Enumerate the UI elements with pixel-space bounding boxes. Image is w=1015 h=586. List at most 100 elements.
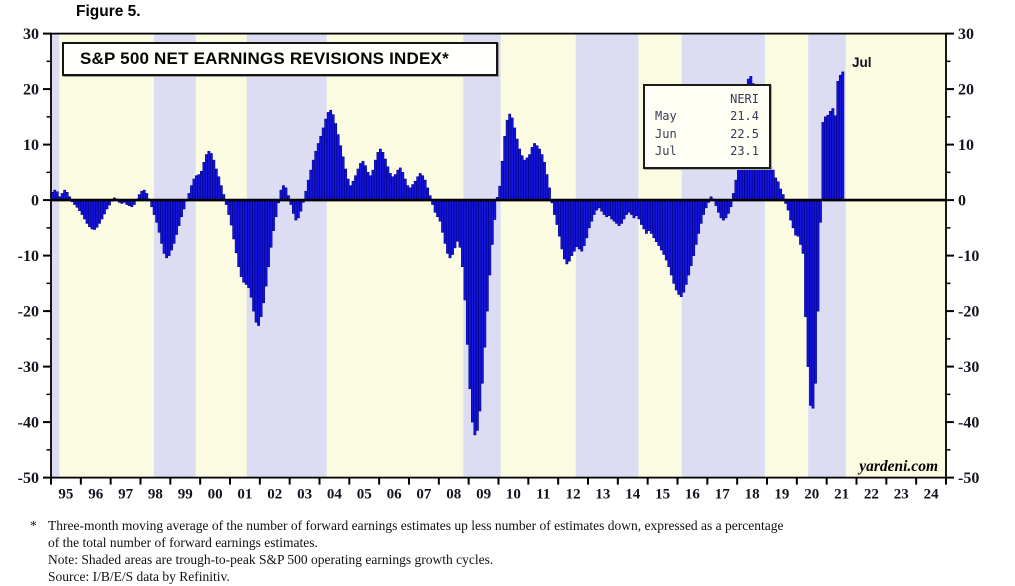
x-axis: 95 96 97 98 99 00 01 02 03 04 05 06 07 08 09 10 11 12 13 14… xyxy=(50,477,947,503)
bar xyxy=(657,199,661,246)
bar xyxy=(814,199,817,384)
bar xyxy=(841,71,845,201)
x-axis-year-label: 03 xyxy=(297,487,312,503)
footnote-line: Note: Shaded areas are trough-to-peak S&… xyxy=(48,552,494,568)
bar xyxy=(386,166,390,201)
bar xyxy=(799,199,802,245)
bar xyxy=(100,199,104,220)
bar xyxy=(510,117,514,201)
shaded-band xyxy=(153,33,196,478)
bar xyxy=(267,199,270,268)
bar xyxy=(242,199,246,283)
bar xyxy=(269,199,273,248)
x-axis-year-label: 11 xyxy=(536,487,550,503)
bar xyxy=(80,199,84,215)
bar xyxy=(279,189,283,201)
bar xyxy=(645,199,648,234)
bar xyxy=(244,199,248,285)
bar xyxy=(371,169,375,201)
bar xyxy=(689,199,693,266)
bar xyxy=(237,199,241,268)
bar xyxy=(470,199,474,423)
bar xyxy=(257,199,260,326)
bar xyxy=(682,199,686,293)
bar xyxy=(607,199,611,216)
bar xyxy=(649,199,653,234)
bar xyxy=(580,199,584,252)
y-axis-label-right: -40 xyxy=(958,415,979,432)
y-axis-label-left: 20 xyxy=(23,82,39,99)
bar xyxy=(515,138,519,201)
bar xyxy=(252,199,256,312)
bar xyxy=(528,154,531,201)
bar xyxy=(366,172,370,201)
bar xyxy=(585,199,589,239)
bar xyxy=(63,189,67,201)
bar xyxy=(669,199,673,276)
bar xyxy=(500,160,504,201)
footnote-line: of the total number of forward earnings … xyxy=(48,535,318,551)
bar xyxy=(304,190,308,201)
bar xyxy=(103,199,106,215)
bar xyxy=(202,162,206,201)
bar xyxy=(816,199,820,312)
x-axis-year-label: 15 xyxy=(655,487,670,503)
bar xyxy=(282,185,285,201)
y-axis-label-left: -40 xyxy=(18,415,39,432)
bar xyxy=(170,199,173,251)
bar xyxy=(533,143,536,201)
bar xyxy=(490,199,494,245)
bar xyxy=(826,114,830,201)
bar xyxy=(570,199,574,256)
bar xyxy=(165,199,169,259)
bar xyxy=(324,118,328,201)
bar xyxy=(679,199,683,297)
bar xyxy=(697,199,701,234)
bar xyxy=(587,199,591,229)
x-axis-year-label: 20 xyxy=(804,487,819,503)
bar xyxy=(737,167,740,201)
bar xyxy=(264,199,268,287)
y-axis-label-left: -10 xyxy=(18,248,39,265)
bar xyxy=(299,199,303,212)
y-axis-label-right: -50 xyxy=(958,470,979,487)
bar xyxy=(717,199,720,213)
bar xyxy=(562,199,566,260)
x-axis-year-label: 06 xyxy=(387,487,403,503)
yardeni-brand: yardeni.com xyxy=(859,458,938,475)
bar xyxy=(640,199,643,225)
bar xyxy=(406,185,410,201)
bar xyxy=(339,145,343,201)
bar xyxy=(627,199,631,213)
bar xyxy=(291,199,295,214)
chart-title: S&P 500 NET EARNINGS REVISIONS INDEX* xyxy=(80,49,449,68)
bar xyxy=(446,199,449,254)
bar xyxy=(334,123,338,201)
bar xyxy=(408,187,412,201)
bar xyxy=(364,165,367,201)
bar xyxy=(85,199,89,224)
bar xyxy=(667,199,671,268)
x-axis-year-label: 21 xyxy=(834,487,849,503)
bar xyxy=(341,156,345,201)
bar xyxy=(381,152,385,201)
bar xyxy=(207,150,211,201)
bar xyxy=(234,199,238,254)
x-axis-year-label: 04 xyxy=(327,487,343,503)
bar xyxy=(520,155,524,201)
x-axis-year-label: 17 xyxy=(715,487,731,503)
bar xyxy=(306,179,310,201)
y-axis-label-left: -20 xyxy=(18,304,39,321)
bar xyxy=(95,199,99,228)
bar xyxy=(540,154,544,201)
bar xyxy=(821,122,825,201)
bar xyxy=(582,199,586,246)
bar xyxy=(480,199,484,384)
bar xyxy=(558,199,561,237)
bar xyxy=(525,157,529,201)
bar xyxy=(567,199,571,262)
neri-header-row: NERI xyxy=(655,91,759,108)
bar xyxy=(806,199,810,367)
y-axis-label-right: 30 xyxy=(958,26,974,43)
bar xyxy=(160,199,164,244)
